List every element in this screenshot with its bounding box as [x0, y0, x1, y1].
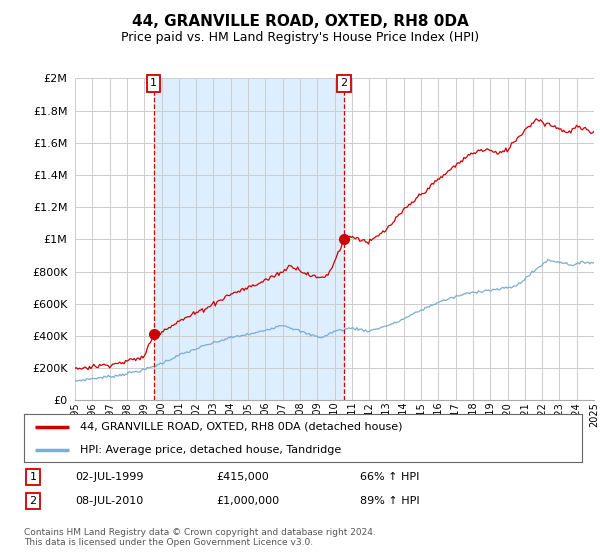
Text: 66% ↑ HPI: 66% ↑ HPI — [360, 472, 419, 482]
Text: 1: 1 — [150, 78, 157, 88]
Text: 44, GRANVILLE ROAD, OXTED, RH8 0DA (detached house): 44, GRANVILLE ROAD, OXTED, RH8 0DA (deta… — [80, 422, 403, 432]
Text: £1,000,000: £1,000,000 — [216, 496, 279, 506]
Text: 2: 2 — [29, 496, 37, 506]
Text: £415,000: £415,000 — [216, 472, 269, 482]
Bar — [154, 78, 344, 400]
Text: 44, GRANVILLE ROAD, OXTED, RH8 0DA: 44, GRANVILLE ROAD, OXTED, RH8 0DA — [131, 14, 469, 29]
Text: Price paid vs. HM Land Registry's House Price Index (HPI): Price paid vs. HM Land Registry's House … — [121, 31, 479, 44]
Text: 2: 2 — [340, 78, 347, 88]
Text: HPI: Average price, detached house, Tandridge: HPI: Average price, detached house, Tand… — [80, 445, 341, 455]
Text: 02-JUL-1999: 02-JUL-1999 — [75, 472, 143, 482]
Text: 1: 1 — [29, 472, 37, 482]
Text: 89% ↑ HPI: 89% ↑ HPI — [360, 496, 419, 506]
Text: 08-JUL-2010: 08-JUL-2010 — [75, 496, 143, 506]
Text: Contains HM Land Registry data © Crown copyright and database right 2024.
This d: Contains HM Land Registry data © Crown c… — [24, 528, 376, 547]
